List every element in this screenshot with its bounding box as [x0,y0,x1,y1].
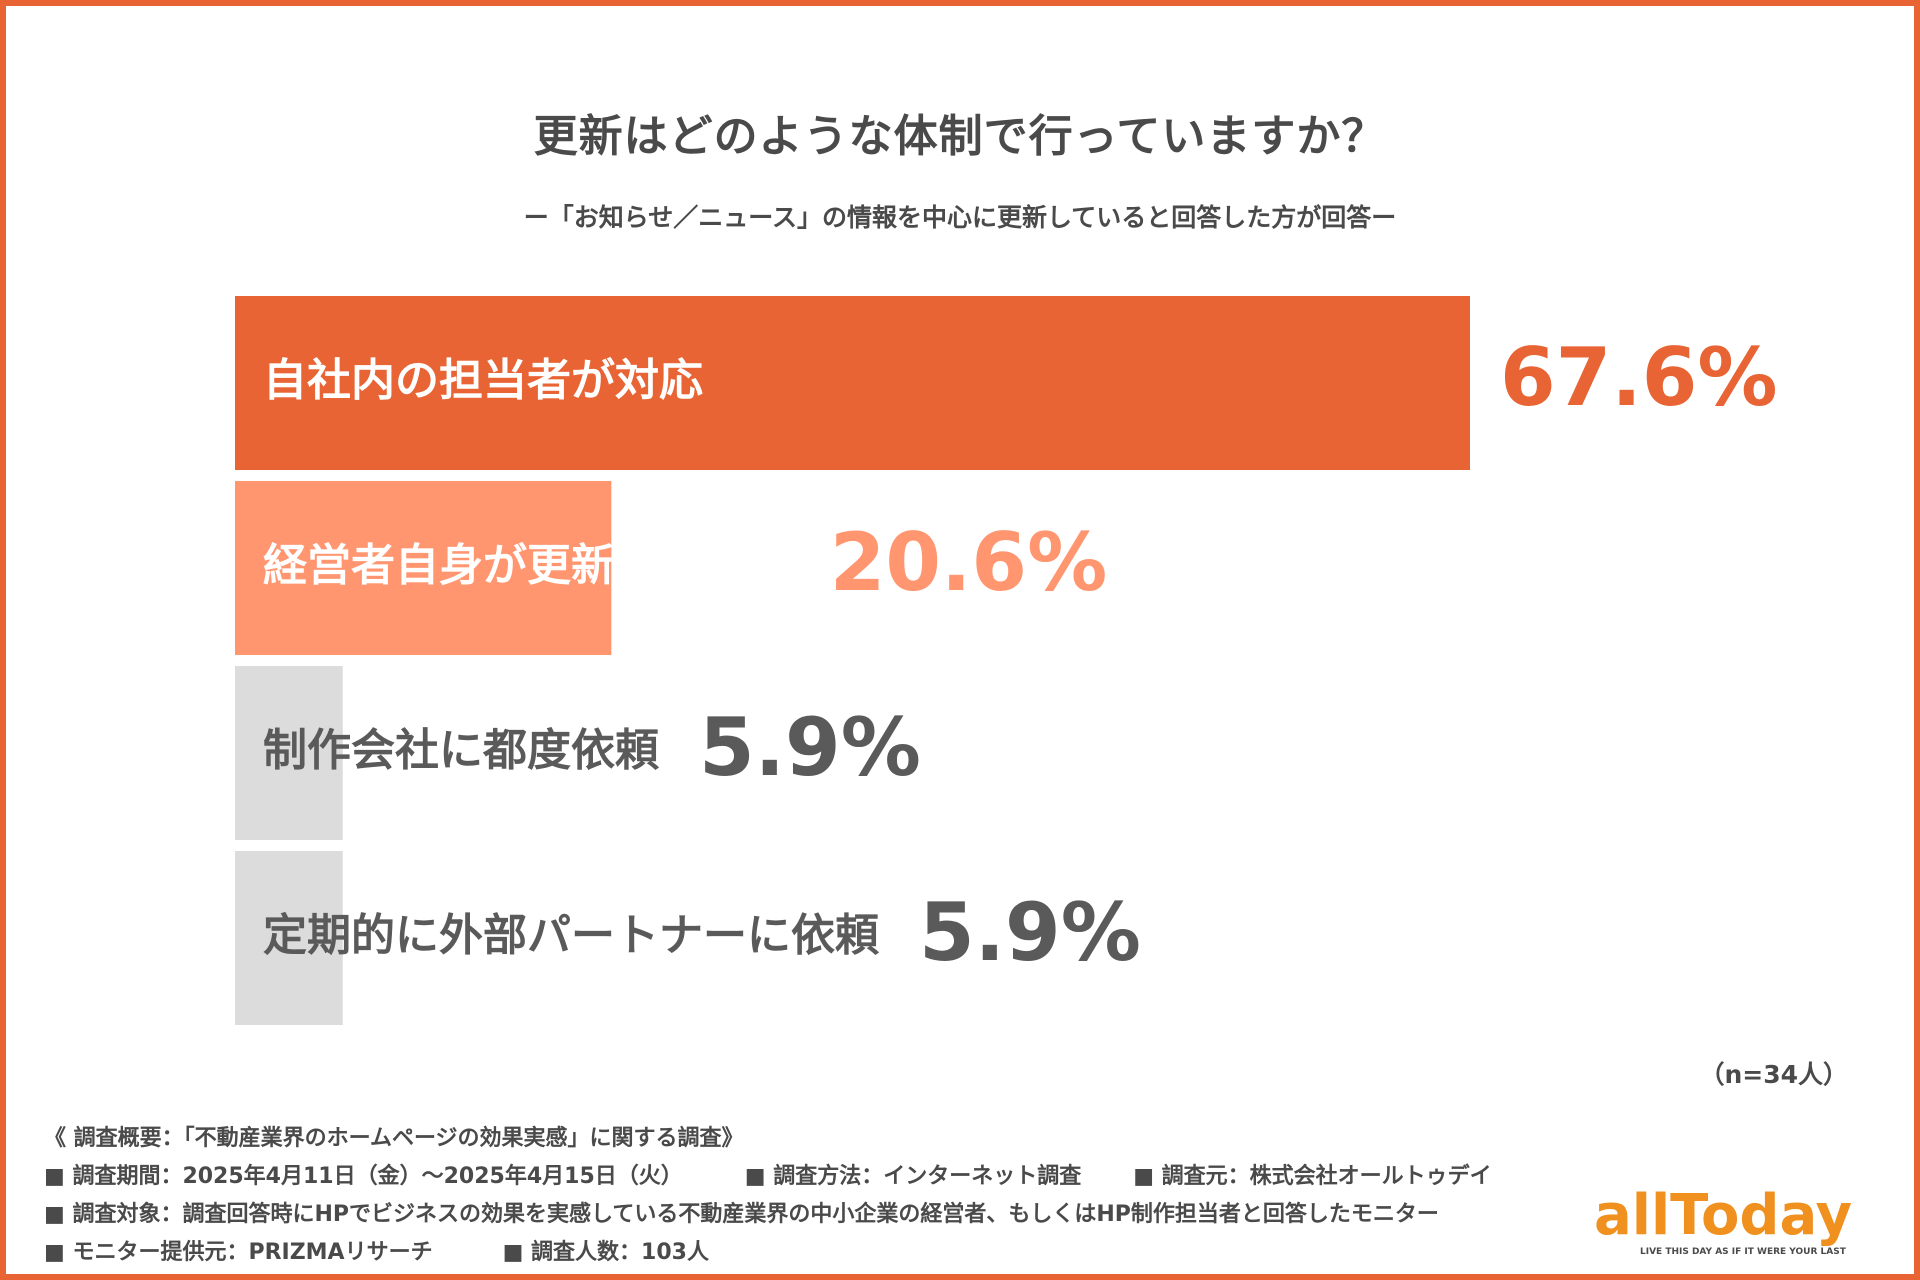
logo-wordmark: allToday [1594,1183,1852,1248]
bar-label-1: 経営者自身が更新している [263,540,790,591]
survey-meta-row-2: ■ モニター提供元：PRIZMAリサーチ ■ 調査人数：103人 [44,1234,1564,1272]
bar-value-2: 5.9% [699,701,921,794]
bar-value-3: 5.9% [919,886,1141,979]
survey-count: ■ 調査人数：103人 [502,1240,709,1265]
survey-notes: 《 調査概要：「不動産業界のホームページの効果実感」に関する調査》 ■ 調査期間… [44,1120,1564,1272]
logo-tagline: LIVE THIS DAY AS IF IT WERE YOUR LAST [1640,1247,1847,1257]
bar-value-1: 20.6% [830,516,1108,609]
alltoday-logo: allToday LIVE THIS DAY AS IF IT WERE YOU… [1594,1183,1852,1257]
bar-1 [235,481,612,655]
chart-subtitle: ー「お知らせ／ニュース」の情報を中心に更新していると回答した方が回答ー [523,203,1397,232]
bar-label-3: 定期的に外部パートナーに依頼 [263,910,880,961]
bar-0 [235,296,1470,470]
bar-2 [235,666,343,840]
bar-value-0: 67.6% [1500,331,1778,424]
survey-overview: 《 調査概要：「不動産業界のホームページの効果実感」に関する調査》 [44,1126,744,1151]
bar-3 [235,851,343,1025]
survey-meta-row: ■ 調査期間：2025年4月11日（金）〜2025年4月15日（火） ■ 調査方法… [44,1158,1564,1196]
survey-source: ■ 調査元：株式会社オールトゥデイ [1133,1164,1492,1189]
sample-size-label: （n=34人） [1699,1060,1848,1089]
survey-period: ■ 調査期間：2025年4月11日（金）〜2025年4月15日（火） [44,1164,683,1189]
survey-provider: ■ モニター提供元：PRIZMAリサーチ [44,1240,433,1265]
bar-label-0: 自社内の担当者が対応 [263,355,703,406]
bar-label-2: 制作会社に都度依頼 [263,725,660,776]
survey-method: ■ 調査方法：インターネット調査 [744,1164,1082,1189]
chart-title: 更新はどのような体制で行っていますか？ [533,111,1387,162]
survey-target: ■ 調査対象：調査回答時にHPでビジネスの効果を実感している不動産業界の中小企業… [44,1202,1439,1227]
